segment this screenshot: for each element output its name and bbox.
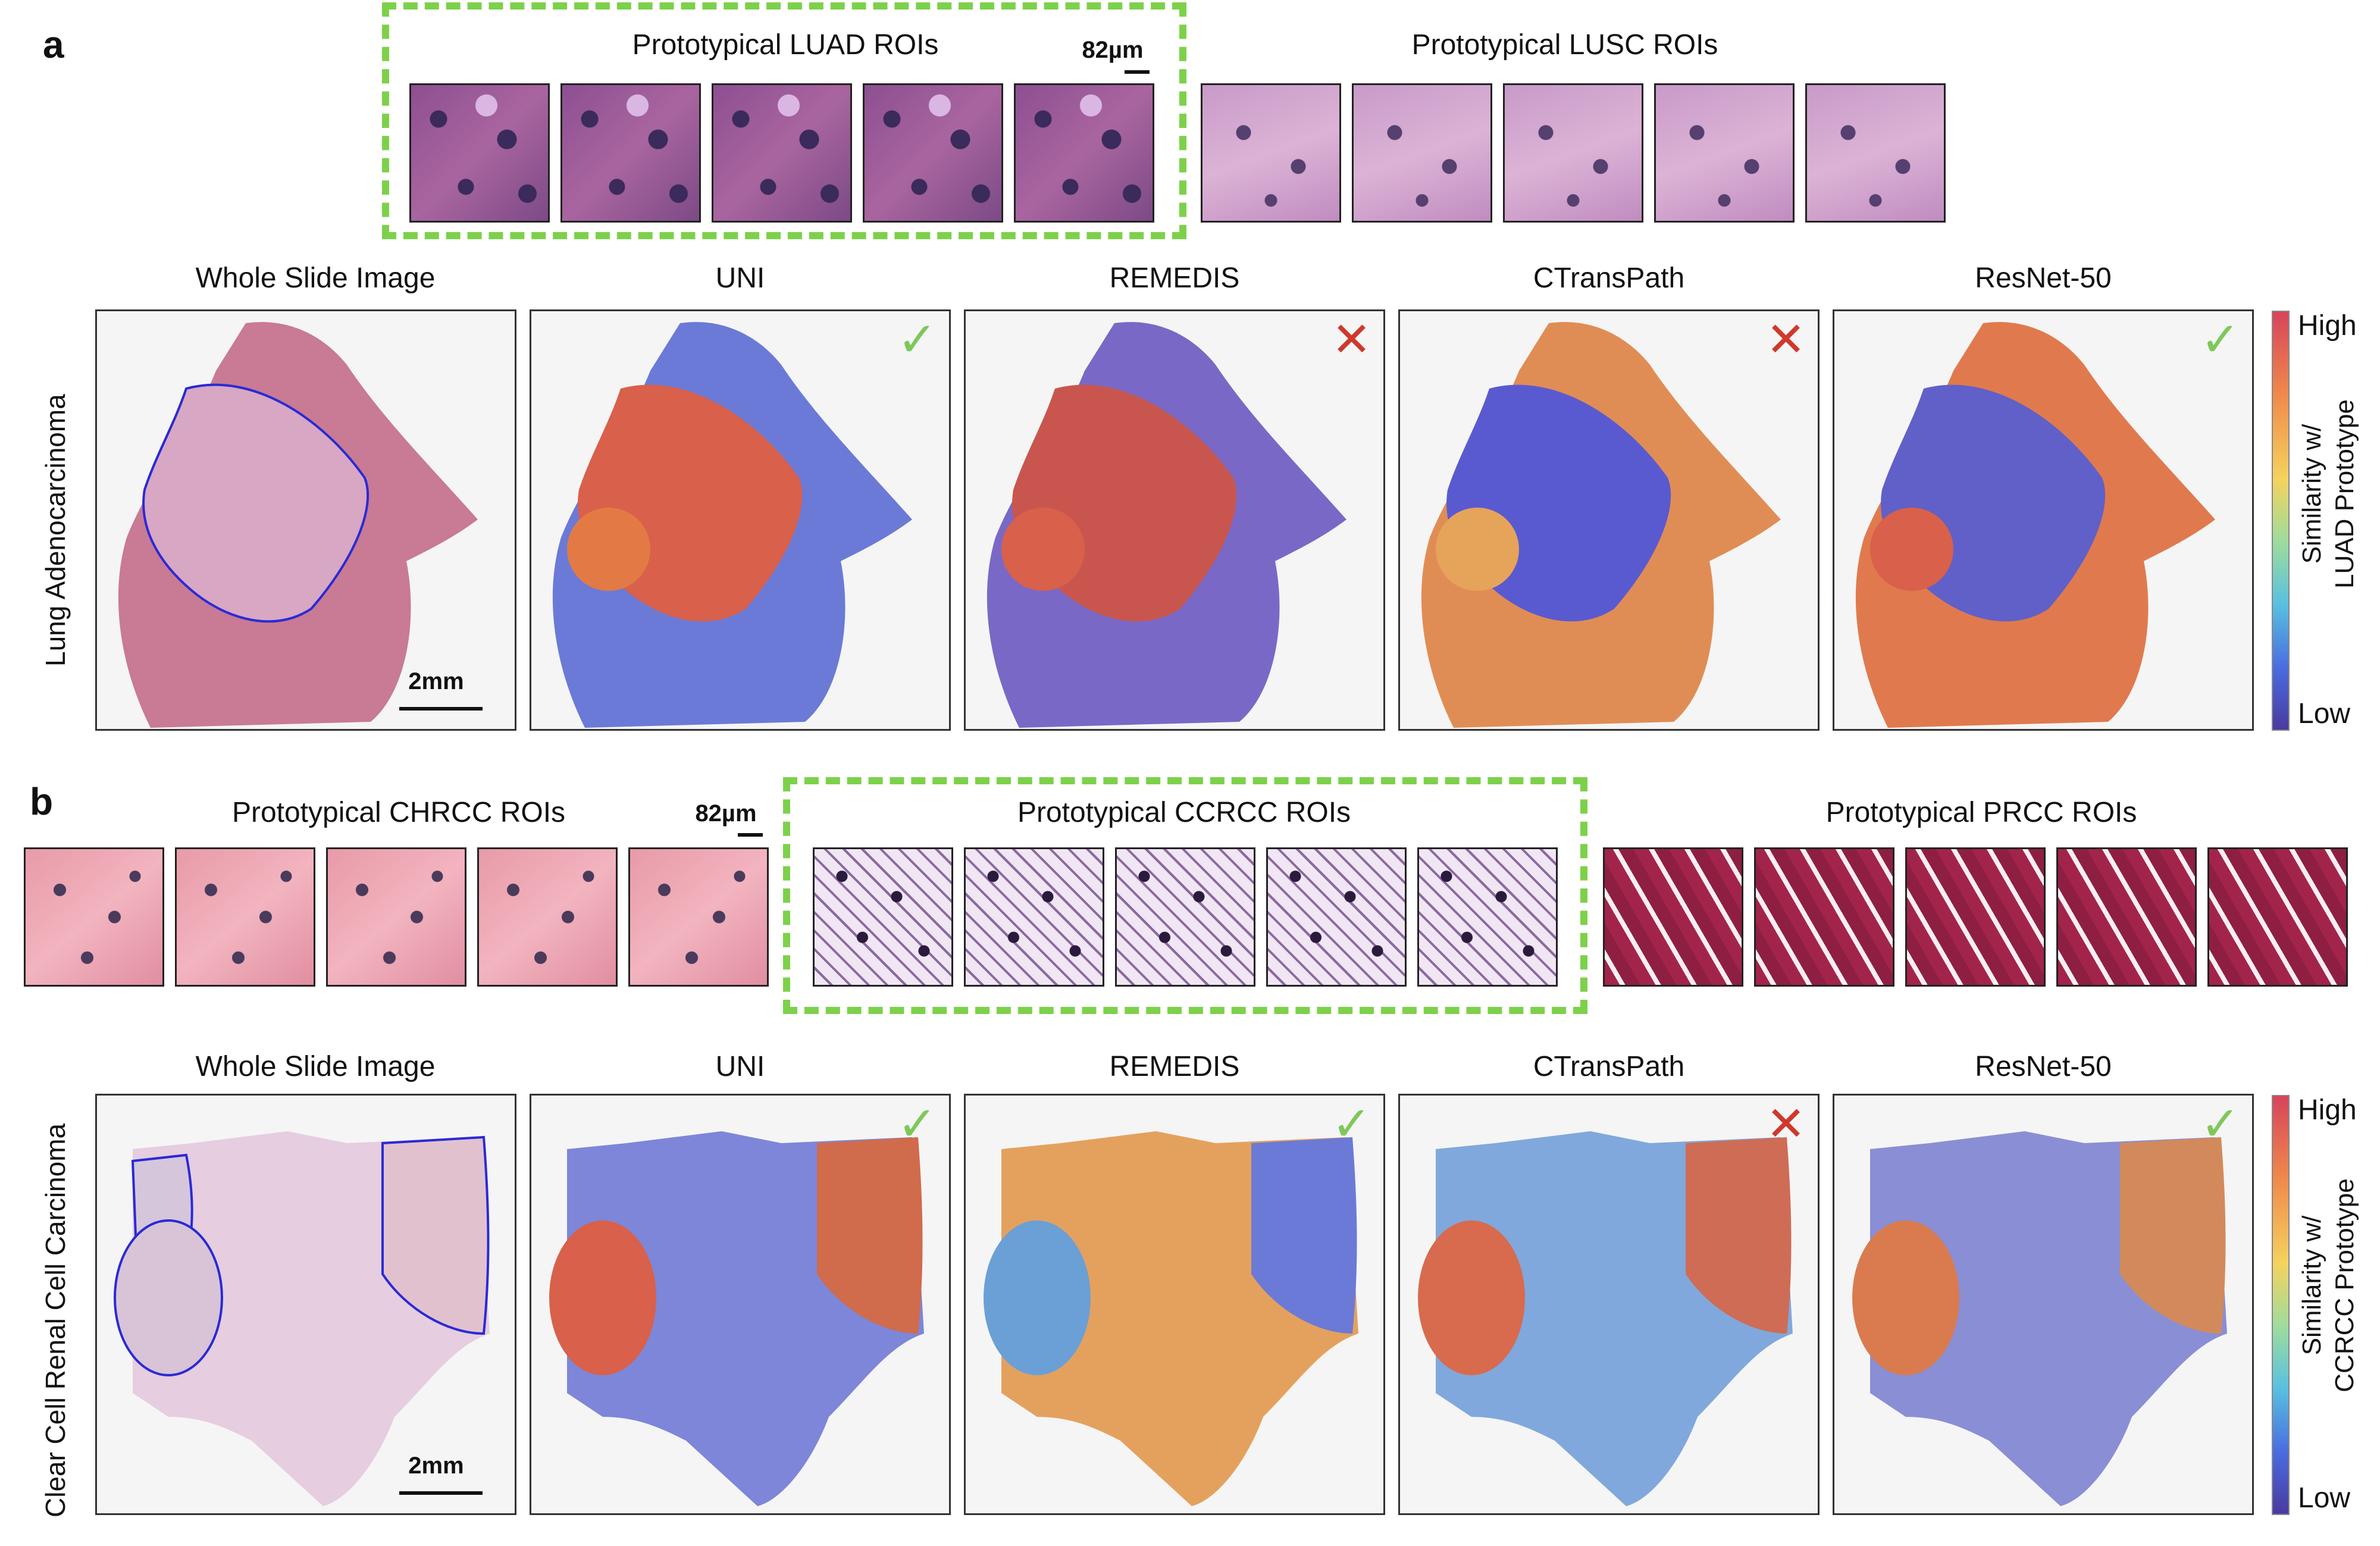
roi-scale-bar-a: [1125, 70, 1150, 74]
check-icon: ✓: [1331, 1097, 1371, 1150]
wsi-slide-b: 2mm: [95, 1094, 516, 1515]
colorbar-b: [2272, 1095, 2290, 1515]
lusc-roi-tile: [1805, 83, 1946, 223]
ccrcc-roi-tile: [813, 847, 953, 987]
luad-roi-tile: [1014, 83, 1154, 223]
colorbar-high-b: High: [2298, 1094, 2357, 1126]
prcc-roi-tile: [2207, 847, 2348, 987]
colorbar-title-line1-b: Similarity w/: [2297, 1215, 2326, 1356]
colorbar-title-line2-a: LUAD Prototype: [2330, 399, 2359, 589]
panel-a-letter: a: [43, 23, 64, 66]
lusc-roi-tile: [1503, 83, 1643, 223]
row-label-luad: Lung Adenocarcinoma: [40, 394, 71, 666]
wsi-scale-bar-b: [399, 1491, 483, 1495]
heatmap-remedis-b: ✓: [964, 1094, 1385, 1515]
ccrcc-rois-title: Prototypical CCRCC ROIs: [1017, 797, 1351, 828]
roi-scale-label-a: 82µm: [1082, 37, 1144, 63]
check-icon: ✓: [2200, 1097, 2240, 1150]
ccrcc-highlight-box: [783, 777, 1587, 1014]
ccrcc-roi-tile: [1115, 847, 1255, 987]
prcc-roi-tile: [1603, 847, 1743, 987]
prcc-rois-title: Prototypical PRCC ROIs: [1825, 797, 2137, 828]
colorbar-title-line2-b: CCRCC Prototype: [2330, 1178, 2359, 1392]
luad-roi-tile: [409, 83, 550, 223]
column-title-wsi-a: Whole Slide Image: [195, 262, 436, 294]
colorbar-low-a: Low: [2298, 698, 2351, 730]
column-title-resnet-b: ResNet-50: [1975, 1051, 2112, 1082]
column-title-ctranspath-a: CTransPath: [1533, 262, 1685, 294]
panel-b-letter: b: [30, 780, 54, 823]
chrcc-roi-tile: [477, 847, 618, 987]
check-icon: ✓: [2200, 313, 2240, 366]
luad-rois-title: Prototypical LUAD ROIs: [632, 29, 939, 61]
heatmap-resnet-a: ✓: [1833, 309, 2254, 731]
lusc-roi-tile: [1201, 83, 1341, 223]
check-icon: ✓: [897, 313, 937, 366]
column-title-uni-b: UNI: [715, 1051, 765, 1082]
wsi-scale-label-b: 2mm: [408, 1453, 464, 1479]
luad-highlight-box: [382, 2, 1186, 239]
roi-scale-bar-b: [738, 833, 763, 837]
column-title-resnet-a: ResNet-50: [1975, 262, 2112, 294]
heatmap-ctranspath-b: ✕: [1398, 1094, 1820, 1515]
chrcc-roi-tile: [175, 847, 315, 987]
cross-icon: ✕: [1765, 1097, 1806, 1150]
ccrcc-roi-tile: [964, 847, 1104, 987]
colorbar-high-a: High: [2298, 310, 2357, 342]
lusc-roi-tile: [1654, 83, 1795, 223]
wsi-scale-label-a: 2mm: [408, 668, 464, 694]
colorbar-title-line1-a: Similarity w/: [2297, 424, 2326, 564]
lusc-roi-tile: [1352, 83, 1492, 223]
column-title-remedis-a: REMEDIS: [1109, 262, 1240, 294]
prcc-roi-tile: [1754, 847, 1894, 987]
luad-roi-tile: [560, 83, 701, 223]
prcc-roi-tile: [2056, 847, 2197, 987]
chrcc-rois-title: Prototypical CHRCC ROIs: [231, 797, 566, 828]
colorbar-low-b: Low: [2298, 1482, 2351, 1514]
heatmap-resnet-b: ✓: [1833, 1094, 2254, 1515]
chrcc-roi-tile: [628, 847, 769, 987]
row-label-ccrcc: Clear Cell Renal Cell Carcinoma: [40, 1123, 71, 1517]
lusc-rois-title: Prototypical LUSC ROIs: [1411, 29, 1718, 61]
heatmap-remedis-a: ✕: [964, 309, 1385, 731]
colorbar-title-a: Similarity w/ LUAD Prototype: [2296, 387, 2361, 601]
column-title-remedis-b: REMEDIS: [1109, 1051, 1240, 1082]
prcc-roi-tile: [1905, 847, 2046, 987]
column-title-ctranspath-b: CTransPath: [1533, 1051, 1685, 1082]
colorbar-title-b: Similarity w/ CCRCC Prototype: [2296, 1172, 2361, 1398]
cross-icon: ✕: [1331, 313, 1371, 366]
heatmap-ctranspath-a: ✕: [1398, 309, 1820, 731]
cross-icon: ✕: [1765, 313, 1806, 366]
chrcc-roi-tile: [326, 847, 466, 987]
heatmap-uni-a: ✓: [530, 309, 951, 731]
ccrcc-roi-tile: [1417, 847, 1558, 987]
column-title-wsi-b: Whole Slide Image: [195, 1051, 436, 1082]
column-title-uni-a: UNI: [715, 262, 765, 294]
wsi-slide-a: 2mm: [95, 309, 516, 731]
wsi-scale-bar-a: [399, 707, 483, 711]
ccrcc-roi-tile: [1266, 847, 1407, 987]
colorbar-a: [2272, 311, 2290, 731]
luad-roi-tile: [712, 83, 852, 223]
check-icon: ✓: [897, 1097, 937, 1150]
chrcc-roi-tile: [24, 847, 164, 987]
heatmap-uni-b: ✓: [530, 1094, 951, 1515]
luad-roi-tile: [863, 83, 1003, 223]
roi-scale-label-b: 82µm: [695, 800, 757, 827]
